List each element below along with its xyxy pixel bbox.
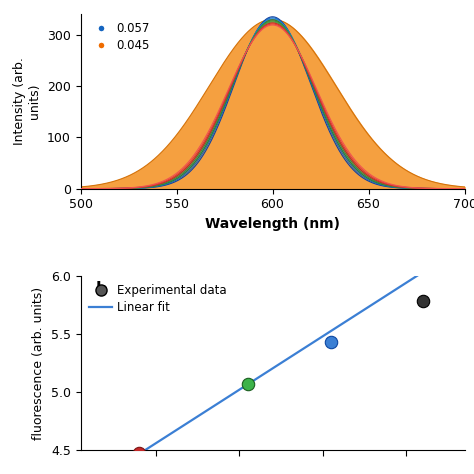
X-axis label: Wavelength (nm): Wavelength (nm) <box>205 217 340 231</box>
Y-axis label: Intensity (arb.
units): Intensity (arb. units) <box>13 57 41 146</box>
Y-axis label: fluorescence (arb. units): fluorescence (arb. units) <box>32 286 46 440</box>
Point <box>135 449 143 456</box>
Point <box>419 298 427 305</box>
Legend: 0.057, 0.045: 0.057, 0.045 <box>86 20 152 55</box>
Legend: Experimental data, Linear fit: Experimental data, Linear fit <box>86 282 229 316</box>
Point <box>327 338 335 346</box>
Text: b: b <box>96 281 108 299</box>
Point <box>244 380 251 388</box>
